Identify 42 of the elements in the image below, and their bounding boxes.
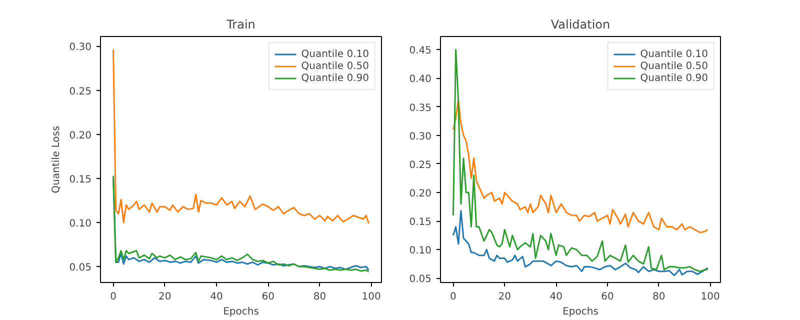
x-tick-label: 100 <box>362 292 381 302</box>
x-tick-label: 20 <box>498 292 512 302</box>
legend-label: Quantile 0.10 <box>640 48 708 60</box>
x-tick-label: 100 <box>700 292 720 302</box>
x-tick-label: 20 <box>158 292 172 302</box>
y-tick-label: 0.45 <box>409 46 432 57</box>
y-axis-title: Quantile Loss <box>51 126 62 194</box>
y-tick-label: 0.40 <box>409 74 432 86</box>
x-tick-label: 60 <box>601 292 614 302</box>
legend-label: Quantile 0.10 <box>301 48 369 60</box>
chart-title: Validation <box>550 18 610 32</box>
y-tick-label: 0.05 <box>409 274 432 286</box>
x-tick-label: 40 <box>210 292 223 302</box>
line-series <box>452 99 709 234</box>
x-tick-label: 80 <box>313 292 326 302</box>
y-tick-label: 0.10 <box>409 246 432 257</box>
chart-title: Train <box>226 18 256 32</box>
x-tick-label: 60 <box>262 292 274 302</box>
y-tick-label: 0.30 <box>409 131 432 142</box>
line-series <box>112 48 370 224</box>
y-tick-label: 0.15 <box>409 217 432 228</box>
y-tick-label: 0.20 <box>409 188 432 200</box>
legend-label: Quantile 0.50 <box>301 60 369 72</box>
x-tick-label: 0 <box>110 292 116 302</box>
y-tick-label: 0.10 <box>69 218 92 230</box>
legend-label: Quantile 0.50 <box>640 60 708 72</box>
y-tick-label: 0.30 <box>69 42 92 54</box>
y-tick-label: 0.25 <box>69 86 92 98</box>
x-tick-label: 0 <box>450 292 456 302</box>
x-axis-title: Epochs <box>223 306 259 318</box>
y-tick-label: 0.05 <box>69 262 92 274</box>
line-series <box>452 48 709 272</box>
y-tick-label: 0.15 <box>69 174 92 186</box>
legend-label: Quantile 0.90 <box>640 72 708 84</box>
y-tick-label: 0.35 <box>409 102 432 114</box>
legend-label: Quantile 0.90 <box>301 72 369 84</box>
y-tick-label: 0.25 <box>409 160 432 171</box>
x-axis-title: Epochs <box>562 306 598 318</box>
x-tick-label: 40 <box>550 292 562 302</box>
line-series <box>452 210 709 276</box>
y-tick-label: 0.20 <box>69 130 92 142</box>
x-tick-label: 80 <box>652 292 666 302</box>
